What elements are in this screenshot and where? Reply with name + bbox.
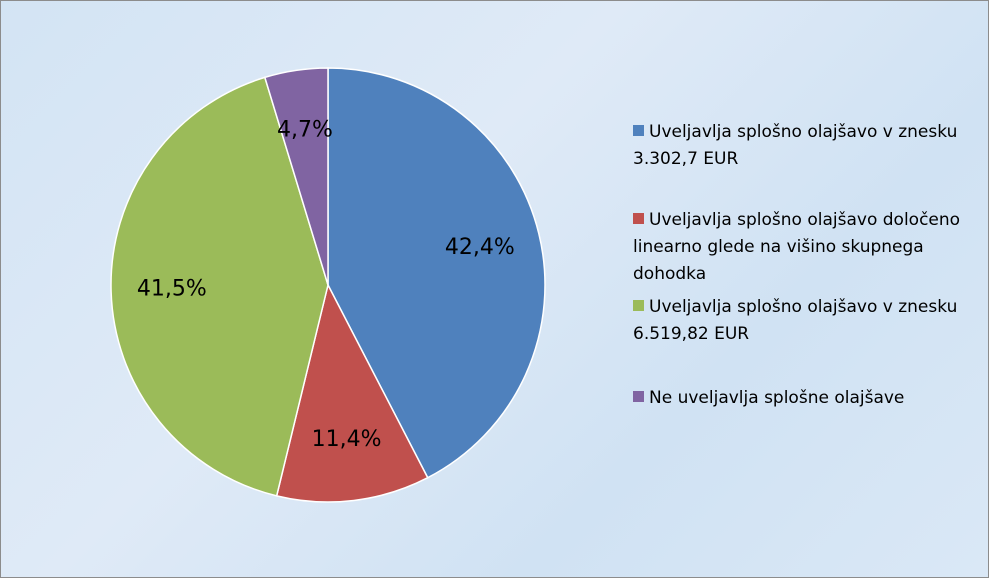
legend-swatch xyxy=(633,125,644,136)
legend-label: Uveljavlja splošno olajšavo v znesku 6.5… xyxy=(633,297,958,344)
legend-item: Ne uveljavlja splošne olajšave xyxy=(633,385,978,412)
legend-swatch xyxy=(633,213,644,224)
pie-slice xyxy=(263,67,329,286)
legend-swatch xyxy=(633,300,644,311)
data-label: 4,7% xyxy=(277,117,333,142)
legend-item: Uveljavlja splošno olajšavo v znesku 6.5… xyxy=(633,294,978,348)
data-label: 41,5% xyxy=(137,276,207,301)
pie-slice xyxy=(275,282,429,503)
pie-slice xyxy=(110,76,329,497)
data-label: 42,4% xyxy=(445,235,515,260)
pie-slice xyxy=(327,67,546,479)
legend-label: Uveljavlja splošno olajšavo v znesku 3.3… xyxy=(633,122,958,169)
data-label: 11,4% xyxy=(312,427,382,452)
legend-item: Uveljavlja splošno olajšavo v znesku 3.3… xyxy=(633,119,978,173)
legend-item: Uveljavlja splošno olajšavo določeno lin… xyxy=(633,207,978,288)
legend-swatch xyxy=(633,391,644,402)
legend-label: Uveljavlja splošno olajšavo določeno lin… xyxy=(633,210,961,284)
legend-label: Ne uveljavlja splošne olajšave xyxy=(649,388,905,408)
